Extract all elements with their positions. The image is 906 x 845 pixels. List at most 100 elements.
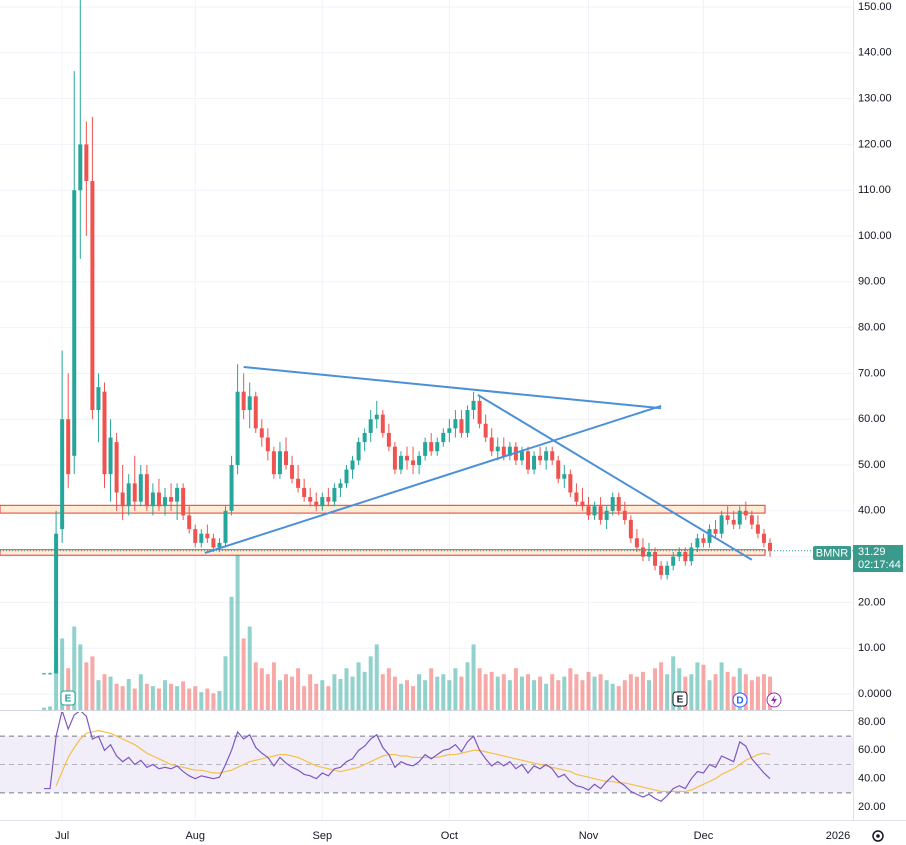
candle-body (495, 446, 500, 452)
candle-body (302, 487, 307, 498)
candle-body (211, 538, 216, 548)
volume-bar (622, 680, 627, 710)
volume-bar (544, 683, 549, 710)
zone (0, 549, 766, 556)
symbol-tag (813, 546, 851, 560)
event-marker[interactable]: E (672, 691, 688, 707)
volume-bar (193, 686, 198, 710)
candle-body (574, 492, 579, 502)
volume-bar (556, 680, 561, 710)
volume-bar (138, 674, 143, 710)
candle-body (138, 474, 143, 502)
event-marker[interactable] (766, 692, 782, 708)
event-marker[interactable]: E (60, 690, 76, 706)
candle-body (78, 144, 83, 191)
event-marker[interactable]: D (732, 692, 748, 708)
volume-bar (574, 674, 579, 710)
candle-body (126, 483, 131, 507)
candle-body (308, 497, 313, 502)
candle-body (465, 410, 470, 433)
candle-body (417, 455, 422, 465)
volume-bar (707, 680, 712, 710)
candle-body (743, 510, 748, 516)
volume-bar (302, 686, 307, 710)
candle-body (132, 483, 137, 502)
volume-bar (550, 674, 555, 710)
candle-body (108, 437, 113, 475)
y-tick-label: 20.00 (858, 801, 886, 813)
candle-body (48, 673, 53, 675)
candle-body (54, 533, 59, 674)
volume-bar (199, 692, 204, 710)
y-tick-label: 70.00 (858, 367, 886, 379)
volume-bar (350, 676, 355, 710)
candle-body (314, 501, 319, 507)
candle-body (507, 446, 512, 456)
y-tick-label: 130.00 (858, 93, 892, 105)
volume-bar (417, 674, 422, 710)
volume-bar (181, 681, 186, 710)
candle-body (689, 547, 694, 562)
volume-bar (247, 626, 252, 710)
candle-body (453, 419, 458, 429)
volume-bar (132, 688, 137, 710)
volume-bar (144, 683, 149, 710)
volume-bar (647, 680, 651, 710)
settings-button[interactable] (872, 830, 884, 842)
candle-body (719, 515, 724, 534)
volume-bar (60, 638, 65, 710)
candle-body (713, 529, 718, 534)
volume-bar (659, 662, 664, 710)
candle-body (659, 565, 664, 575)
volume-bar (380, 674, 385, 710)
candle-body (362, 432, 367, 443)
volume-bar (749, 680, 754, 710)
price-tag: BMNR 31.29 02:17:44 (813, 545, 903, 572)
candle-body (350, 460, 355, 470)
volume-bar (235, 555, 240, 710)
volume-bar (284, 674, 288, 710)
symbol-label: BMNR (816, 547, 848, 559)
volume-bar (526, 674, 530, 710)
candle-body (447, 428, 452, 433)
volume-bar (671, 656, 676, 710)
candle-body (544, 451, 549, 461)
candle-body (72, 190, 77, 456)
volume-bar (217, 690, 222, 710)
volume-bar (501, 674, 506, 710)
volume-bar (344, 668, 349, 710)
volume-bar (169, 683, 174, 710)
candle-body (356, 442, 361, 461)
volume-bar (320, 680, 325, 710)
candle-body (386, 432, 391, 447)
volume-bar (78, 644, 83, 710)
candle-body (610, 497, 615, 511)
candle-body (677, 552, 682, 557)
volume-bar (598, 674, 603, 710)
volume-bar (114, 683, 119, 710)
candle-body (320, 497, 325, 507)
volume-bar (695, 662, 700, 710)
candle-body (556, 460, 561, 479)
candle-body (459, 419, 464, 433)
volume-bar (731, 676, 736, 710)
volume-bar (495, 676, 500, 710)
volume-bar (640, 671, 645, 710)
volume-bar (398, 683, 403, 710)
candle-body (84, 144, 89, 182)
candle-body (411, 460, 416, 465)
candle-body (683, 552, 688, 562)
candle-body (471, 400, 476, 411)
candle-body (296, 478, 301, 488)
volume-bar (290, 676, 295, 710)
volume-bar (229, 596, 234, 710)
trendline (477, 394, 753, 561)
candle-body (477, 400, 482, 424)
volume-pane (42, 555, 772, 710)
volume-bar (768, 676, 772, 710)
y-tick-label: 40.00 (858, 505, 886, 517)
candle-body (175, 487, 180, 502)
event-circle (732, 692, 748, 708)
candle-body (247, 396, 252, 411)
candle-body (768, 542, 772, 551)
